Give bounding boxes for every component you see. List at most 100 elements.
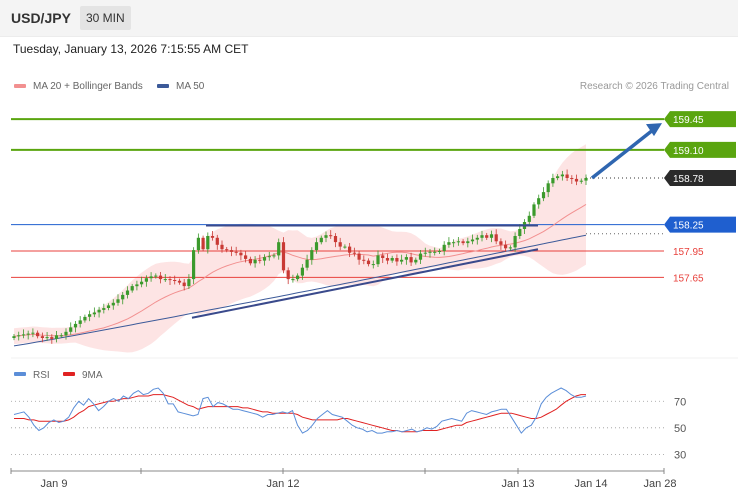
candle-body (362, 259, 366, 261)
candle-body (73, 323, 78, 328)
candle-body (338, 242, 342, 247)
candle-body (404, 257, 408, 260)
rsi-ma-line (14, 394, 586, 433)
candle-body (556, 176, 560, 179)
candle-body (277, 242, 281, 256)
candle-body (532, 204, 536, 216)
candle-body (485, 235, 489, 238)
candle-body (54, 335, 59, 339)
timeframe-badge[interactable]: 30 MIN (80, 6, 131, 30)
level-tag-158.25 (664, 216, 736, 233)
x-tick-Jan-9: Jan 9 (41, 478, 68, 490)
candle-body (329, 235, 333, 237)
candle-body (541, 192, 546, 199)
symbol-title: USD/JPY (11, 10, 71, 26)
candle-body (158, 275, 163, 280)
candle-body (348, 246, 352, 253)
candle-body (163, 279, 167, 281)
candle-body (121, 294, 125, 300)
candle-body (333, 236, 338, 243)
candle-body (461, 241, 465, 244)
candle-body (210, 236, 215, 238)
candle-body (470, 239, 475, 242)
level-label-158.78: 158.78 (673, 174, 704, 185)
candle-body (428, 251, 432, 253)
candle-body (475, 237, 479, 240)
candle-body (26, 333, 30, 335)
candle-body (442, 244, 446, 251)
credit-text: Research © 2026 Trading Central (579, 81, 729, 92)
candle-body (192, 250, 196, 280)
candle-body (135, 284, 139, 287)
candle-body (560, 174, 564, 177)
candle-body (225, 249, 229, 251)
level-label-157.95: 157.95 (673, 247, 704, 258)
candle-body (433, 251, 437, 253)
candle-body (69, 327, 73, 332)
candle-body (196, 237, 200, 251)
candle-body (579, 180, 583, 182)
candle-body (423, 252, 427, 254)
candle-body (414, 259, 418, 263)
candle-body (40, 336, 44, 338)
candle-body (92, 312, 96, 315)
x-tick-Jan-12: Jan 12 (266, 478, 299, 490)
legend-9ma-label: 9MA (82, 370, 103, 381)
candle-body (395, 258, 399, 262)
candle-body (489, 234, 494, 238)
chart-datetime: Tuesday, January 13, 2026 7:15:55 AM CET (13, 42, 249, 56)
rsi-line (13, 387, 587, 434)
candle-body (21, 334, 26, 336)
x-tick-Jan-13: Jan 13 (501, 478, 534, 490)
candle-body (125, 290, 130, 295)
legend-ma50-swatch (157, 84, 169, 89)
candle-body (466, 241, 470, 244)
candle-body (574, 178, 579, 182)
candle-body (537, 198, 541, 205)
ma50-line (13, 234, 587, 347)
candle-body (187, 279, 191, 287)
candle-body (527, 215, 531, 222)
candle-body (352, 252, 356, 254)
candle-body (437, 251, 442, 252)
candle-body (518, 229, 522, 236)
legend-ma20-swatch (14, 84, 26, 89)
candle-body (400, 259, 404, 262)
candle-body (12, 336, 16, 338)
candle-body (116, 299, 120, 303)
candle-body (390, 258, 394, 261)
candle-body (385, 258, 390, 261)
candle-body (499, 241, 503, 245)
candle-body (447, 242, 451, 245)
candle-body (177, 280, 182, 283)
projection-arrow-shaft (590, 127, 656, 180)
legend-rsi-swatch (14, 372, 26, 376)
candle-body (319, 237, 323, 243)
candle-body (371, 264, 375, 266)
candle-body (17, 335, 21, 337)
candle-body (296, 275, 300, 280)
candle-body (102, 308, 106, 310)
candle-body (88, 314, 92, 317)
candle-body (584, 178, 588, 181)
candle-body (381, 255, 385, 258)
candle-body (456, 241, 460, 243)
legend-ma20: MA 20 + Bollinger Bands (14, 81, 143, 93)
candle-body (173, 280, 177, 281)
x-tick-Jan-14: Jan 14 (574, 478, 607, 490)
candle-body (267, 256, 271, 258)
level-tag-159.45 (664, 111, 736, 128)
legend-rsi-label: RSI (33, 370, 50, 381)
candle-body (258, 259, 262, 261)
candle-body (248, 258, 252, 264)
candle-body (551, 178, 555, 184)
level-tag-158.78 (664, 170, 736, 187)
candle-body (286, 270, 290, 280)
candle-body (130, 286, 134, 291)
candle-body (144, 278, 148, 282)
bollinger-band-area (14, 144, 586, 353)
candle-body (154, 275, 158, 277)
candle-body (234, 251, 238, 253)
candle-body (508, 247, 512, 249)
candle-body (300, 267, 304, 276)
